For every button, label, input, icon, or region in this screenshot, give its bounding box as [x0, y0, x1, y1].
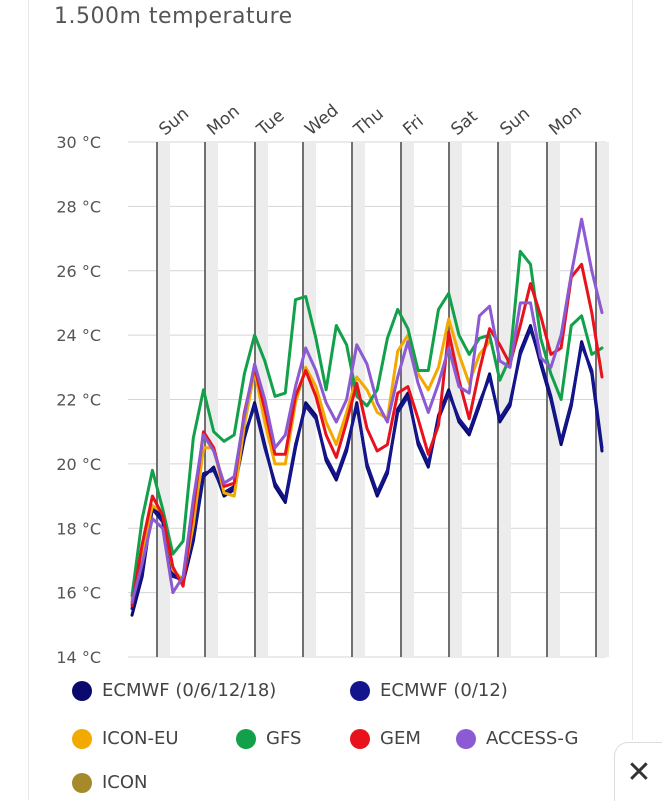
legend-swatch [350, 680, 370, 701]
legend-label: GEM [380, 728, 421, 749]
day-label: Wed [301, 101, 342, 140]
day-band [597, 142, 609, 657]
day-label: Sun [496, 104, 534, 140]
legend-label: ECMWF (0/6/12/18) [102, 680, 277, 701]
panel-right-border [632, 0, 633, 740]
y-tick-label: 16 °C [56, 584, 101, 603]
chart-title: 1.500m temperature [54, 4, 293, 29]
legend-swatch [72, 680, 92, 701]
day-label: Sat [447, 106, 481, 139]
day-label: Thu [350, 104, 388, 140]
series-line [130, 217, 604, 604]
panel-left-border [28, 0, 29, 800]
legend-item[interactable]: ECMWF (0/6/12/18) [72, 680, 276, 701]
y-tick-label: 26 °C [56, 262, 101, 281]
day-label: Tue [253, 106, 289, 141]
legend-swatch [350, 728, 370, 749]
series-line [130, 262, 604, 607]
day-band [548, 142, 560, 657]
legend-label: ICON [102, 772, 148, 793]
legend-label: ECMWF (0/12) [380, 680, 508, 701]
legend-item[interactable]: ECMWF (0/12) [350, 680, 508, 701]
legend-label: GFS [266, 728, 302, 749]
day-label: Mon [203, 101, 243, 139]
legend-swatch [72, 772, 92, 793]
legend-swatch [72, 728, 92, 749]
y-tick-label: 22 °C [56, 391, 101, 410]
day-band [158, 142, 170, 657]
y-tick-label: 14 °C [56, 648, 101, 667]
legend-label: ACCESS-G [486, 728, 579, 749]
legend-item[interactable]: ICON-EU [72, 728, 179, 749]
series-line [130, 249, 604, 598]
day-label: Mon [545, 101, 585, 139]
day-band [304, 142, 316, 657]
close-button[interactable]: ✕ [614, 742, 662, 801]
legend-item[interactable]: ACCESS-G [456, 728, 578, 749]
legend-item[interactable]: ICON [72, 772, 148, 793]
day-label: Sun [155, 104, 193, 140]
temperature-chart: 30 °C 28 °C 26 °C 24 °C 22 °C 20 °C 18 °C 16 °C… [56, 101, 609, 667]
day-label: Fri [399, 111, 427, 139]
day-band [450, 142, 462, 657]
y-tick-label: 20 °C [56, 455, 101, 474]
day-band [499, 142, 511, 657]
series-line [130, 327, 604, 611]
legend-swatch [456, 728, 476, 749]
y-tick-label: 18 °C [56, 519, 101, 538]
legend-item[interactable]: GEM [350, 728, 421, 749]
legend-swatch [236, 728, 256, 749]
y-tick-label: 30 °C [56, 133, 101, 152]
legend-label: ICON-EU [102, 728, 179, 749]
close-icon: ✕ [626, 754, 652, 790]
legend-item[interactable]: GFS [236, 728, 301, 749]
series-line [130, 317, 492, 601]
day-band [206, 142, 218, 657]
y-tick-label: 24 °C [56, 326, 101, 345]
y-tick-label: 28 °C [56, 197, 101, 216]
